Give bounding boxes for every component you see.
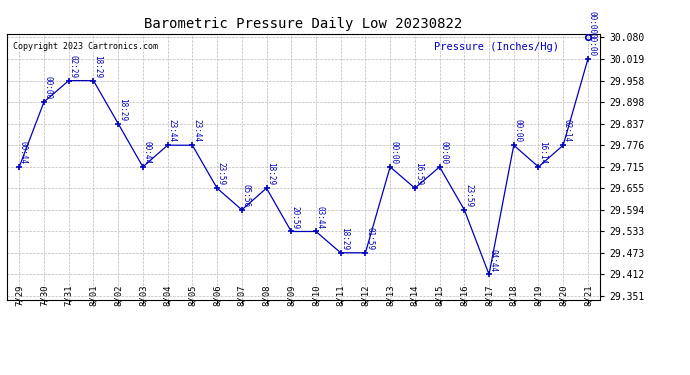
Text: 03:44: 03:44 (315, 206, 324, 229)
Text: 05:56: 05:56 (241, 184, 250, 207)
Text: 23:44: 23:44 (192, 119, 201, 142)
Text: 18:29: 18:29 (118, 98, 127, 121)
Text: 02:14: 02:14 (563, 119, 572, 142)
Text: 00:00: 00:00 (588, 11, 597, 34)
Text: 20:59: 20:59 (291, 206, 300, 229)
Text: 00:00: 00:00 (588, 33, 597, 56)
Text: 23:44: 23:44 (167, 119, 176, 142)
Text: 23:59: 23:59 (217, 162, 226, 185)
Text: 00:00: 00:00 (43, 76, 52, 99)
Text: 00:00: 00:00 (513, 119, 522, 142)
Text: 23:59: 23:59 (464, 184, 473, 207)
Text: 18:29: 18:29 (266, 162, 275, 185)
Text: 01:59: 01:59 (365, 227, 374, 250)
Text: Pressure (Inches/Hg): Pressure (Inches/Hg) (434, 42, 559, 52)
Text: 00:44: 00:44 (143, 141, 152, 164)
Text: Copyright 2023 Cartronics.com: Copyright 2023 Cartronics.com (13, 42, 158, 51)
Text: 18:29: 18:29 (93, 55, 102, 78)
Text: 04:44: 04:44 (489, 249, 497, 272)
Text: 18:29: 18:29 (340, 227, 349, 250)
Title: Barometric Pressure Daily Low 20230822: Barometric Pressure Daily Low 20230822 (144, 17, 463, 31)
Text: 02:29: 02:29 (68, 55, 77, 78)
Text: 00:44: 00:44 (19, 141, 28, 164)
Text: 00:00: 00:00 (440, 141, 449, 164)
Text: 00:00: 00:00 (390, 141, 399, 164)
Text: 16:59: 16:59 (415, 162, 424, 185)
Text: 16:14: 16:14 (538, 141, 547, 164)
